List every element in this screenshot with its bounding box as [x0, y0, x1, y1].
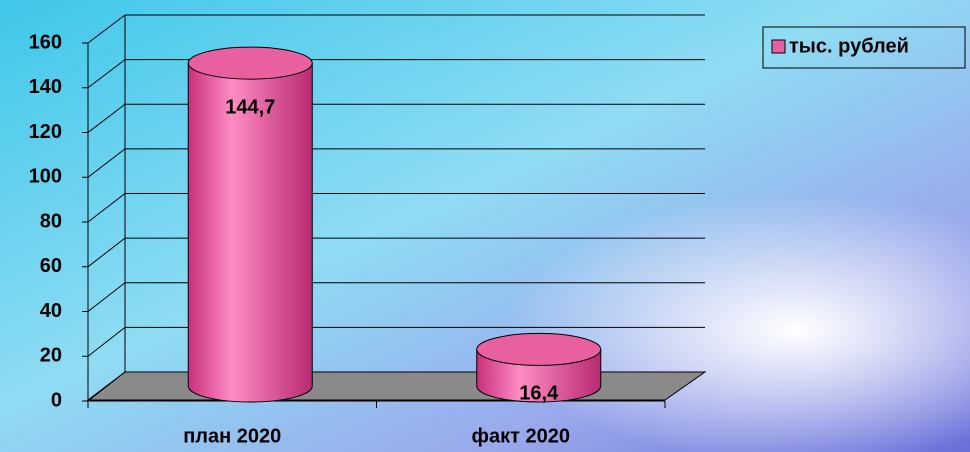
y-tick-label: 120	[29, 121, 62, 143]
grid-line	[87, 103, 126, 133]
value-label: 16,4	[519, 383, 559, 405]
y-tick-label: 80	[40, 210, 62, 232]
x-tick-label: план 2020	[183, 425, 281, 447]
grid-line	[87, 59, 126, 89]
bar-top	[476, 332, 602, 366]
grid-line	[87, 14, 126, 44]
legend-swatch	[771, 39, 786, 54]
y-tick-label: 160	[29, 31, 62, 53]
value-label: 144,7	[225, 96, 275, 118]
grid-line	[87, 326, 126, 357]
y-tick-label: 140	[29, 76, 62, 98]
legend: тыс. рублей	[762, 26, 966, 69]
grid-line	[87, 148, 126, 178]
grid-line	[87, 193, 126, 223]
bar-top	[187, 46, 313, 80]
bar-body	[187, 62, 313, 403]
y-tick-label: 40	[40, 300, 62, 322]
y-tick-label: 20	[40, 345, 62, 367]
y-tick-label: 100	[29, 166, 62, 188]
grid-line	[87, 282, 126, 312]
legend-box	[762, 26, 966, 69]
y-tick-label: 0	[51, 389, 62, 411]
floor	[86, 371, 707, 401]
legend-label: тыс. рублей	[789, 35, 909, 57]
grid-line	[87, 237, 126, 268]
y-tick-label: 60	[40, 255, 62, 277]
grid-line	[87, 371, 126, 402]
x-tick-label: факт 2020	[472, 425, 570, 447]
